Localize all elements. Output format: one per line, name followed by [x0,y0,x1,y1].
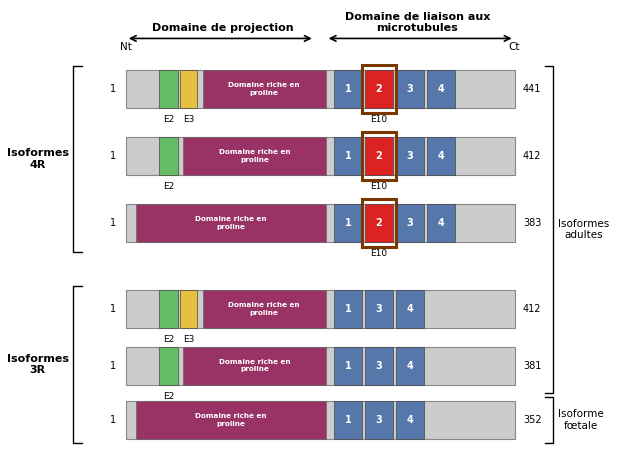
Text: 4: 4 [437,151,444,161]
Bar [396,70,424,108]
Bar [126,401,515,439]
Text: 3: 3 [376,361,383,371]
Text: 2: 2 [376,151,383,161]
Text: E3: E3 [183,335,194,345]
Bar [396,137,424,175]
Text: E2: E2 [163,392,174,401]
Bar [334,70,362,108]
Text: 4: 4 [407,361,413,371]
Bar [202,290,326,328]
Bar [362,65,396,113]
Text: 4: 4 [407,304,413,314]
Text: 412: 412 [523,151,541,161]
Text: 1: 1 [344,84,351,94]
Bar [365,401,393,439]
Text: Domaine riche en
proline: Domaine riche en proline [219,149,291,163]
Bar [362,132,396,180]
Text: 1: 1 [110,218,116,228]
Bar [183,347,326,384]
Bar [126,347,515,384]
Text: Isoformes
4R: Isoformes 4R [7,148,68,170]
Text: Isoforme
fœtale: Isoforme fœtale [558,410,603,431]
Text: Nt: Nt [120,42,132,52]
Text: 3: 3 [407,84,413,94]
Bar [334,347,362,384]
Text: 1: 1 [110,304,116,314]
Bar [159,290,178,328]
Text: Domaine de projection: Domaine de projection [152,23,294,34]
Text: 1: 1 [344,304,351,314]
Text: 4: 4 [437,84,444,94]
Text: 1: 1 [344,151,351,161]
Bar [396,401,424,439]
Text: E2: E2 [163,115,174,124]
Bar [126,290,515,328]
Bar [334,290,362,328]
Bar [396,347,424,384]
Bar [126,70,515,108]
Text: 1: 1 [344,415,351,425]
Text: E10: E10 [370,182,387,191]
Text: 2: 2 [376,84,383,94]
Bar [159,137,178,175]
Text: E2: E2 [163,182,174,191]
Bar [365,137,393,175]
Text: 412: 412 [523,304,541,314]
Text: Isoformes
3R: Isoformes 3R [7,354,68,375]
Text: E3: E3 [183,115,194,124]
Bar [136,401,326,439]
Bar [202,70,326,108]
Bar [427,204,455,242]
Text: 3: 3 [407,151,413,161]
Bar [180,290,197,328]
Text: Domaine riche en
proline: Domaine riche en proline [228,302,300,316]
Text: E10: E10 [370,249,387,258]
Text: Domaine de liaison aux
microtubules: Domaine de liaison aux microtubules [345,12,490,34]
Text: Domaine riche en
proline: Domaine riche en proline [195,216,267,230]
Bar [427,137,455,175]
Bar [183,137,326,175]
Bar [365,204,393,242]
Text: 1: 1 [344,218,351,228]
Text: 3: 3 [407,218,413,228]
Bar [334,204,362,242]
Text: 1: 1 [344,361,351,371]
Bar [362,199,396,247]
Bar [159,70,178,108]
Text: Isoformes
adultes: Isoformes adultes [558,219,609,240]
Bar [136,204,326,242]
Bar [427,70,455,108]
Bar [334,401,362,439]
Text: 383: 383 [523,218,541,228]
Text: 1: 1 [110,151,116,161]
Text: 1: 1 [110,415,116,425]
Bar [365,70,393,108]
Text: 381: 381 [523,361,541,371]
Text: Ct: Ct [509,42,520,52]
Bar [126,204,515,242]
Bar [334,137,362,175]
Bar [126,137,515,175]
Text: 3: 3 [376,304,383,314]
Text: 2: 2 [376,218,383,228]
Text: Domaine riche en
proline: Domaine riche en proline [228,82,300,96]
Bar [396,204,424,242]
Bar [396,290,424,328]
Bar [365,290,393,328]
Text: 1: 1 [110,361,116,371]
Text: Domaine riche en
proline: Domaine riche en proline [219,359,291,372]
Text: 352: 352 [523,415,542,425]
Text: E2: E2 [163,335,174,345]
Text: 441: 441 [523,84,541,94]
Text: Domaine riche en
proline: Domaine riche en proline [195,413,267,427]
Text: 4: 4 [407,415,413,425]
Text: 1: 1 [110,84,116,94]
Text: 4: 4 [437,218,444,228]
Text: E10: E10 [370,115,387,124]
Bar [159,347,178,384]
Bar [180,70,197,108]
Bar [365,347,393,384]
Text: 3: 3 [376,415,383,425]
